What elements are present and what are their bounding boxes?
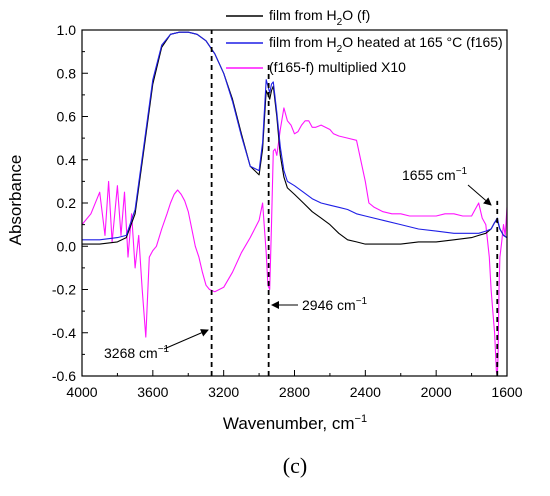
y-tick-label: -0.2: [52, 282, 76, 298]
x-tick-label: 1600: [491, 384, 522, 400]
legend-label-text: (f165-f) multiplied X10: [269, 59, 406, 75]
y-tick-label: 0.2: [57, 195, 77, 211]
annotation-label-1: 2946 cm−1: [302, 296, 368, 313]
series-group: [81, 31, 508, 377]
annotation-label-2: 1655 cm−1: [402, 166, 468, 183]
annotation-arrow-2: [467, 184, 492, 206]
y-tick-label: 0.6: [57, 109, 77, 125]
x-axis-title-text: Wavenumber, cm: [223, 414, 355, 433]
annotation-label-text: 3268 cm: [104, 345, 158, 361]
annotation-label-0: 3268 cm−1: [104, 344, 170, 361]
x-tick-label: 3200: [208, 384, 239, 400]
panel-label: (c): [283, 453, 307, 478]
legend-label-sub: 2: [337, 17, 343, 28]
legend-label-text: film from H: [269, 7, 337, 23]
x-axis-title-unit-sup: −1: [355, 413, 368, 425]
legend: film from H2O (f)film from H2O heated at…: [226, 7, 503, 75]
x-tick-label: 4000: [66, 384, 97, 400]
y-tick-label: 1.0: [57, 22, 77, 38]
legend-label-1: film from H2O heated at 165 °C (f165): [269, 34, 503, 55]
x-tick-label: 2800: [279, 384, 310, 400]
legend-label-text: O heated at 165 °C (f165): [342, 34, 502, 50]
series-line-2: [81, 107, 508, 377]
x-tick-label: 2000: [421, 384, 452, 400]
y-tick-label: -0.4: [52, 325, 76, 341]
y-tick-label: 0.4: [57, 152, 77, 168]
legend-label-text: film from H: [269, 34, 337, 50]
ticks-group: 4000 3600 3200 2800 2400 2000 1600 1.0 0.8 0.6 0.4…: [52, 22, 523, 400]
annotation-label-text: 1655 cm: [402, 167, 456, 183]
annotation-label-text: 2946 cm: [302, 297, 356, 313]
y-tick-label: 0.0: [57, 238, 77, 254]
annotation-label-sup: −1: [158, 344, 170, 355]
plot-frame: [81, 29, 508, 377]
annotation-lines-group: [210, 30, 499, 376]
legend-label-sub: 2: [337, 44, 343, 55]
legend-label-2: (f165-f) multiplied X10: [269, 59, 406, 75]
x-axis-title: Wavenumber, cm−1: [223, 413, 367, 433]
y-tick-label: 0.8: [57, 65, 77, 81]
legend-label-text: O (f): [342, 7, 370, 23]
annotation-label-sup: −1: [356, 296, 368, 307]
series-line-1: [82, 31, 508, 241]
x-tick-label: 2400: [350, 384, 381, 400]
annotation-arrow-0: [163, 329, 209, 350]
legend-label-0: film from H2O (f): [269, 7, 370, 28]
y-tick-label: -0.6: [52, 368, 76, 384]
x-tick-label: 3600: [137, 384, 168, 400]
annotation-label-sup: −1: [456, 166, 468, 177]
y-axis-title: Absorbance: [6, 155, 25, 246]
